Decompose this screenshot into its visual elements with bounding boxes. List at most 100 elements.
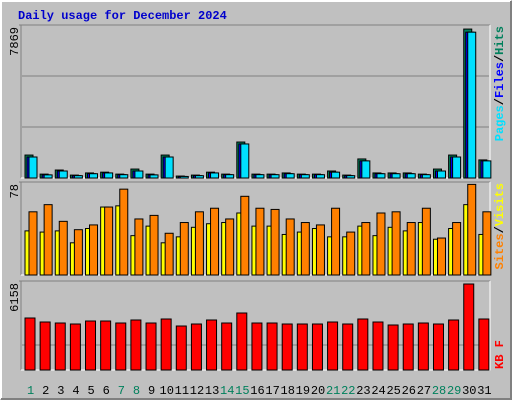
y-tick-label: 7869: [8, 27, 22, 56]
x-tick-label: 9: [148, 384, 155, 398]
bar: [164, 232, 174, 276]
x-tick-label: 24: [371, 384, 385, 398]
bar: [361, 222, 371, 276]
bar: [376, 173, 386, 179]
bar: [391, 211, 401, 276]
y-tick-label: 78: [8, 184, 22, 198]
bar: [43, 204, 53, 276]
bar: [210, 207, 220, 276]
bar: [251, 322, 263, 371]
bar: [421, 174, 431, 179]
bar: [448, 319, 460, 371]
legend-separator: /: [493, 55, 507, 62]
bar: [190, 323, 202, 371]
legend: Sites/Visits: [493, 183, 507, 269]
bar: [482, 211, 492, 276]
bar: [266, 322, 278, 371]
legend-entry: Pages: [493, 105, 507, 141]
bar: [149, 214, 159, 276]
x-tick-label: 30: [462, 384, 476, 398]
bar: [69, 323, 81, 371]
y-tick-label: 6158: [8, 283, 22, 312]
bar: [134, 218, 144, 276]
bar: [28, 211, 38, 276]
bar: [387, 324, 399, 371]
bar: [331, 171, 341, 179]
bar: [54, 322, 66, 371]
legend-separator: /: [493, 226, 507, 233]
legend-separator: /: [493, 98, 507, 105]
x-tick-label: 16: [250, 384, 264, 398]
bar: [315, 174, 325, 179]
bar: [342, 323, 354, 371]
bar: [175, 325, 187, 371]
x-tick-label: 3: [57, 384, 64, 398]
bar: [104, 206, 114, 276]
legend-entry: Hits: [493, 26, 507, 55]
bar: [179, 175, 189, 179]
bar: [73, 229, 83, 276]
legend-entry: Sites: [493, 233, 507, 269]
bar: [376, 212, 386, 276]
bar: [194, 175, 204, 179]
x-tick-label: 4: [72, 384, 79, 398]
bar: [270, 174, 280, 179]
bar: [134, 170, 144, 179]
bar: [85, 320, 97, 371]
x-tick-label: 29: [447, 384, 461, 398]
x-tick-label: 17: [265, 384, 279, 398]
bar: [331, 207, 341, 276]
bar: [357, 318, 369, 371]
bar: [432, 323, 444, 371]
x-tick-label: 25: [386, 384, 400, 398]
bar: [361, 160, 371, 179]
x-tick-label: 22: [341, 384, 355, 398]
bar: [467, 31, 477, 179]
bar: [39, 321, 51, 371]
bar: [43, 174, 53, 179]
bar: [115, 322, 127, 371]
bar: [119, 174, 129, 179]
bar: [206, 319, 218, 371]
x-tick-label: 31: [477, 384, 491, 398]
bar: [281, 323, 293, 371]
bar: [240, 195, 250, 276]
bar: [194, 211, 204, 276]
bar: [300, 174, 310, 179]
bar: [421, 207, 431, 276]
bar: [221, 322, 233, 371]
bar: [478, 318, 490, 371]
bar: [149, 174, 159, 179]
bar: [225, 218, 235, 276]
bar: [315, 224, 325, 276]
bar: [119, 188, 129, 276]
x-tick-label: 18: [281, 384, 295, 398]
bar: [402, 323, 414, 371]
x-tick-label: 26: [402, 384, 416, 398]
x-tick-label: 8: [133, 384, 140, 398]
x-tick-label: 19: [296, 384, 310, 398]
x-tick-label: 21: [326, 384, 340, 398]
bar: [463, 283, 475, 371]
x-tick-label: 7: [118, 384, 125, 398]
bar: [300, 222, 310, 276]
bar: [436, 170, 446, 179]
legend: KB F: [493, 340, 507, 369]
bar: [285, 173, 295, 179]
bar: [482, 160, 492, 179]
bar: [406, 173, 416, 179]
bar: [296, 323, 308, 371]
bar: [255, 207, 265, 276]
x-tick-label: 6: [103, 384, 110, 398]
bar: [391, 173, 401, 179]
x-tick-label: 11: [175, 384, 189, 398]
x-tick-label: 15: [235, 384, 249, 398]
bar: [145, 322, 157, 371]
bar: [89, 224, 99, 276]
legend-entry: KB F: [493, 340, 507, 369]
x-tick-label: 1: [27, 384, 34, 398]
chart-title: Daily usage for December 2024: [18, 9, 227, 23]
